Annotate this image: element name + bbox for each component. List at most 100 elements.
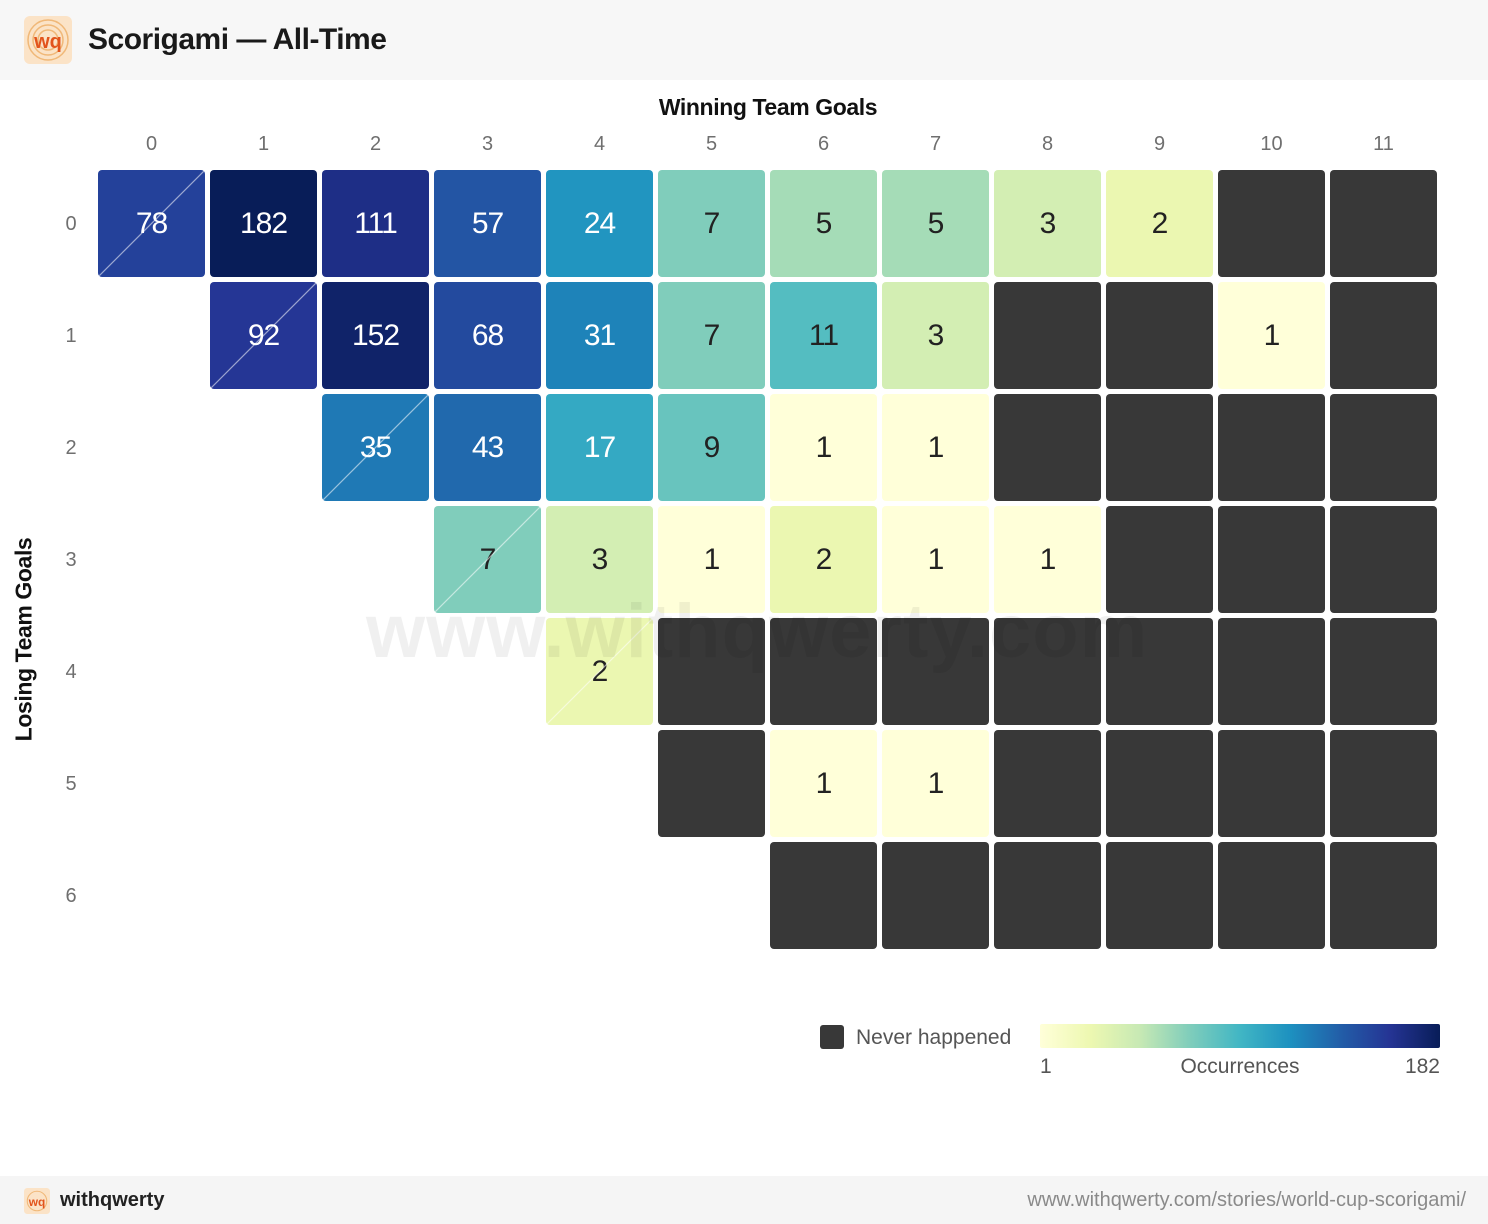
heatmap-cell[interactable]: 2 bbox=[770, 506, 877, 613]
heatmap-cell-never[interactable] bbox=[882, 842, 989, 949]
heatmap-cell[interactable]: 1 bbox=[658, 506, 765, 613]
logo-text: wq bbox=[33, 31, 62, 53]
heatmap-cell-never[interactable] bbox=[1330, 730, 1437, 837]
cell-value-label: 3 bbox=[1039, 207, 1057, 240]
heatmap-cell-never[interactable] bbox=[994, 730, 1101, 837]
heatmap-cell[interactable]: 7 bbox=[434, 506, 541, 613]
x-tick-label: 8 bbox=[1041, 133, 1054, 155]
cell-value-label: 68 bbox=[471, 319, 504, 352]
heatmap-cell[interactable]: 31 bbox=[546, 282, 653, 389]
x-tick-label: 0 bbox=[145, 133, 158, 155]
heatmap-cell[interactable]: 9 bbox=[658, 394, 765, 501]
x-axis-title: Winning Team Goals bbox=[658, 94, 878, 120]
heatmap-cell-never[interactable] bbox=[1218, 506, 1325, 613]
heatmap-cell[interactable]: 11 bbox=[770, 282, 877, 389]
x-tick-label: 5 bbox=[705, 133, 718, 155]
heatmap-cell-never[interactable] bbox=[882, 618, 989, 725]
cell-value-label: 1 bbox=[703, 543, 721, 576]
cell-value-label: 1 bbox=[927, 543, 945, 576]
heatmap-cell-never[interactable] bbox=[770, 618, 877, 725]
heatmap-cell-never[interactable] bbox=[1330, 618, 1437, 725]
heatmap-cell-never[interactable] bbox=[1106, 282, 1213, 389]
heatmap-cell[interactable]: 7 bbox=[658, 282, 765, 389]
heatmap-cell[interactable]: 111 bbox=[322, 170, 429, 277]
cell-value-label: 35 bbox=[359, 431, 392, 464]
cell-value-label: 57 bbox=[471, 207, 504, 240]
heatmap-cell[interactable]: 78 bbox=[98, 170, 205, 277]
cell-value-label: 92 bbox=[247, 319, 280, 352]
x-tick-label: 3 bbox=[481, 133, 494, 155]
heatmap-cell[interactable]: 35 bbox=[322, 394, 429, 501]
header-bar: wq Scorigami — All-Time bbox=[0, 0, 1488, 80]
cell-value-label: 17 bbox=[583, 431, 616, 464]
cell-value-label: 1 bbox=[1039, 543, 1057, 576]
heatmap-cell[interactable]: 1 bbox=[882, 506, 989, 613]
heatmap-cell-never[interactable] bbox=[1106, 730, 1213, 837]
heatmap-cell-never[interactable] bbox=[1330, 170, 1437, 277]
y-tick-label: 5 bbox=[65, 772, 77, 795]
cell-value-label: 3 bbox=[927, 319, 945, 352]
heatmap-cell[interactable]: 5 bbox=[882, 170, 989, 277]
cell-value-label: 152 bbox=[351, 319, 400, 352]
cell-value-label: 5 bbox=[927, 207, 945, 240]
heatmap-cell[interactable]: 182 bbox=[210, 170, 317, 277]
heatmap-cell-never[interactable] bbox=[1330, 506, 1437, 613]
heatmap-cell[interactable]: 1 bbox=[882, 394, 989, 501]
heatmap-cell-never[interactable] bbox=[994, 842, 1101, 949]
heatmap-cell-never[interactable] bbox=[658, 730, 765, 837]
x-tick-label: 1 bbox=[257, 133, 270, 155]
heatmap-cell-never[interactable] bbox=[1218, 170, 1325, 277]
heatmap-cell[interactable]: 57 bbox=[434, 170, 541, 277]
legend-never-swatch bbox=[820, 1025, 844, 1049]
heatmap-cell-never[interactable] bbox=[994, 394, 1101, 501]
cell-value-label: 43 bbox=[471, 431, 504, 464]
heatmap-cell[interactable]: 1 bbox=[1218, 282, 1325, 389]
heatmap-cell[interactable]: 92 bbox=[210, 282, 317, 389]
footer-logo-text: wq bbox=[28, 1195, 46, 1209]
chart-area: Winning Team Goals Losing Team Goals 0 1 2… bbox=[0, 80, 1488, 1176]
legend-scale-label: Occurrences bbox=[1180, 1055, 1300, 1078]
heatmap-cell[interactable]: 2 bbox=[546, 618, 653, 725]
y-tick-label: 0 bbox=[65, 212, 77, 235]
heatmap-cell[interactable]: 1 bbox=[882, 730, 989, 837]
heatmap-cell-never[interactable] bbox=[1218, 730, 1325, 837]
heatmap-cell[interactable]: 152 bbox=[322, 282, 429, 389]
cell-value-label: 2 bbox=[815, 543, 833, 576]
heatmap-cell-never[interactable] bbox=[658, 618, 765, 725]
cell-value-label: 1 bbox=[815, 767, 833, 800]
heatmap-cell-never[interactable] bbox=[1218, 842, 1325, 949]
heatmap-cell[interactable]: 3 bbox=[546, 506, 653, 613]
heatmap-cell-never[interactable] bbox=[994, 282, 1101, 389]
heatmap-cell-never[interactable] bbox=[1330, 394, 1437, 501]
heatmap-cell-never[interactable] bbox=[1106, 506, 1213, 613]
legend-never-label: Never happened bbox=[856, 1026, 1012, 1049]
cell-value-label: 9 bbox=[703, 431, 721, 464]
x-tick-label: 9 bbox=[1153, 133, 1166, 155]
heatmap-cell-never[interactable] bbox=[1330, 282, 1437, 389]
heatmap-cell[interactable]: 1 bbox=[994, 506, 1101, 613]
heatmap-cell[interactable]: 17 bbox=[546, 394, 653, 501]
heatmap-cell[interactable]: 68 bbox=[434, 282, 541, 389]
heatmap-cell-never[interactable] bbox=[1106, 842, 1213, 949]
heatmap-cell-never[interactable] bbox=[1106, 618, 1213, 725]
footer-url-link[interactable]: www.withqwerty.com/stories/world-cup-sco… bbox=[1027, 1189, 1466, 1211]
heatmap-cell-never[interactable] bbox=[770, 842, 877, 949]
x-tick-label: 4 bbox=[593, 133, 606, 155]
heatmap-cell[interactable]: 7 bbox=[658, 170, 765, 277]
heatmap-cell[interactable]: 24 bbox=[546, 170, 653, 277]
x-tick-label: 6 bbox=[817, 133, 830, 155]
heatmap-cell-never[interactable] bbox=[1218, 618, 1325, 725]
heatmap-cell[interactable]: 3 bbox=[882, 282, 989, 389]
heatmap-cell[interactable]: 2 bbox=[1106, 170, 1213, 277]
heatmap-cell-never[interactable] bbox=[1330, 842, 1437, 949]
withqwerty-logo: wq bbox=[24, 16, 72, 64]
heatmap-cell[interactable]: 1 bbox=[770, 730, 877, 837]
heatmap-cell[interactable]: 1 bbox=[770, 394, 877, 501]
footer-brand[interactable]: withqwerty bbox=[60, 1189, 165, 1211]
heatmap-cell-never[interactable] bbox=[1106, 394, 1213, 501]
heatmap-cell-never[interactable] bbox=[1218, 394, 1325, 501]
heatmap-cell[interactable]: 3 bbox=[994, 170, 1101, 277]
heatmap-cell-never[interactable] bbox=[994, 618, 1101, 725]
heatmap-cell[interactable]: 5 bbox=[770, 170, 877, 277]
heatmap-cell[interactable]: 43 bbox=[434, 394, 541, 501]
